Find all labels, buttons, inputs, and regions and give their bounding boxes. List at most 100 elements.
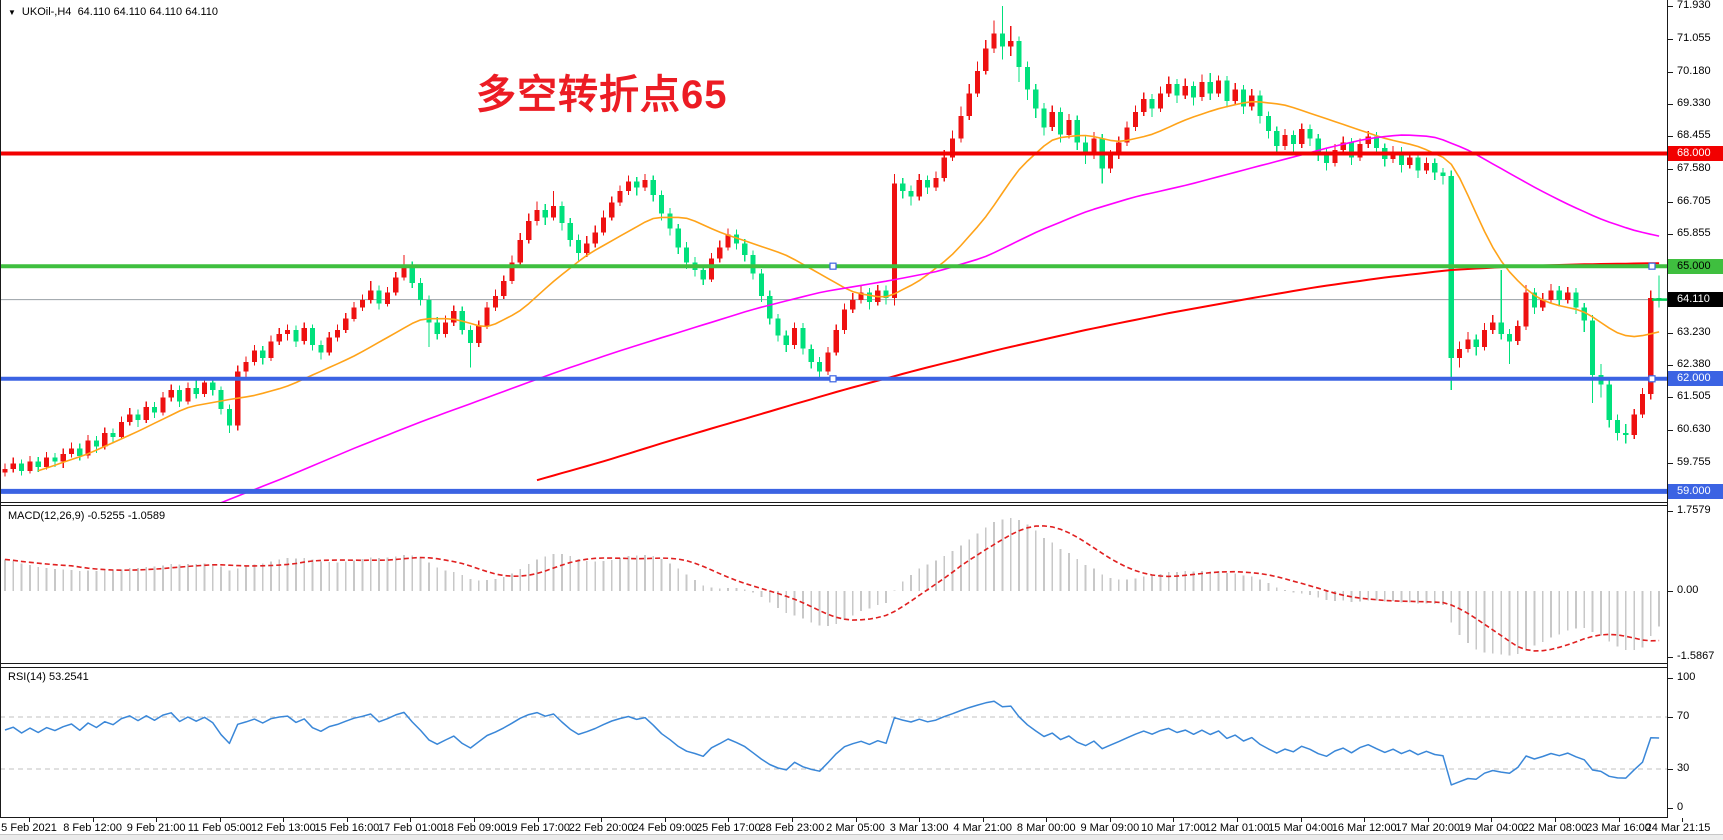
- rsi-axis-label: 30: [1677, 762, 1690, 774]
- time-axis-label: 2 Mar 05:00: [826, 822, 885, 834]
- time-axis-tick: [474, 818, 476, 822]
- axis-tick: [1667, 769, 1673, 770]
- axis-tick: [1667, 717, 1673, 718]
- macd-panel[interactable]: [0, 506, 1667, 663]
- macd-axis-label: 1.7579: [1677, 504, 1711, 516]
- axis-tick: [1667, 6, 1673, 7]
- time-axis-tick: [728, 818, 730, 822]
- time-axis-label: 24 Mar 21:15: [1645, 822, 1711, 834]
- time-axis-label: 23 Mar 16:00: [1586, 822, 1651, 834]
- time-axis-label: 17 Mar 20:00: [1395, 822, 1461, 834]
- time-axis-tick: [1682, 818, 1684, 822]
- axis-tick: [1667, 678, 1673, 679]
- chart-bottom-border: [0, 817, 1667, 818]
- axis-tick: [1667, 591, 1673, 592]
- time-axis-tick: [1237, 818, 1239, 822]
- axis-tick: [1667, 71, 1673, 73]
- time-axis-tick: [29, 818, 30, 822]
- price-tick-label: 66.705: [1677, 195, 1711, 208]
- price-tick-label: 61.505: [1677, 390, 1711, 403]
- time-axis-label: 9 Feb 21:00: [126, 822, 186, 834]
- time-axis-tick: [1427, 818, 1429, 822]
- chart-text-annotation[interactable]: 多空转折点65: [476, 73, 728, 117]
- axis-tick: [1667, 103, 1673, 105]
- time-axis-tick: [791, 818, 793, 822]
- time-axis-tick: [1364, 818, 1366, 822]
- time-axis-label: 15 Feb 16:00: [314, 822, 380, 834]
- price-tick-label: 62.380: [1677, 357, 1711, 370]
- panel-separator[interactable]: [0, 667, 1667, 668]
- panel-separator[interactable]: [0, 502, 1667, 503]
- axis-tick: [1667, 38, 1673, 40]
- time-axis-tick: [664, 818, 666, 822]
- hline-price-label: 59.000: [1668, 483, 1723, 499]
- price-tick-label: 59.755: [1677, 456, 1711, 469]
- macd-indicator-label: MACD(12,26,9) -0.5255 -1.0589: [8, 510, 166, 522]
- time-axis-tick: [219, 818, 221, 822]
- time-axis-tick: [1491, 818, 1493, 822]
- time-axis[interactable]: 5 Feb 2021 8 Feb 12:00 9 Feb 21:00 11 Feb 0…: [0, 818, 1723, 834]
- time-axis-tick: [537, 818, 539, 822]
- time-axis-label: 8 Feb 12:00: [63, 822, 122, 834]
- time-axis-label: 24 Feb 09:00: [632, 822, 698, 834]
- price-tick-label: 70.180: [1677, 64, 1711, 77]
- price-tick-label: 71.055: [1677, 31, 1711, 44]
- panel-separator[interactable]: [0, 663, 1667, 664]
- time-axis-tick: [410, 818, 412, 822]
- rsi-axis-label: 100: [1677, 671, 1696, 683]
- time-axis-label: 9 Mar 09:00: [1080, 822, 1140, 834]
- main-price-chart[interactable]: [0, 0, 1667, 502]
- time-axis-label: 5 Feb 2021: [1, 822, 57, 834]
- price-tick-label: 60.630: [1677, 423, 1711, 436]
- price-tick-label: 67.580: [1677, 162, 1711, 175]
- symbol-dropdown-icon[interactable]: ▼: [8, 8, 16, 17]
- symbol-name: UKOil-,H4: [21, 6, 72, 18]
- axis-tick: [1667, 463, 1673, 465]
- macd-axis-label: -1.5867: [1677, 650, 1715, 662]
- time-axis-label: 25 Feb 17:00: [695, 822, 761, 834]
- time-axis-tick: [601, 818, 603, 822]
- axis-tick: [1667, 202, 1673, 204]
- time-axis-tick: [346, 818, 348, 822]
- panel-separator[interactable]: [0, 505, 1667, 506]
- hline-price-label: 68.000: [1668, 146, 1723, 162]
- hline-price-label: 65.000: [1668, 258, 1723, 274]
- rsi-panel[interactable]: [0, 668, 1667, 817]
- axis-tick: [1667, 430, 1673, 432]
- time-axis-tick: [982, 818, 984, 822]
- time-axis-label: 17 Feb 01:00: [378, 822, 443, 834]
- price-tick-label: 71.930: [1677, 0, 1711, 11]
- time-axis-label: 3 Mar 13:00: [889, 822, 949, 834]
- time-axis-label: 19 Mar 04:00: [1458, 822, 1524, 834]
- time-axis-label: 4 Mar 21:00: [953, 822, 1013, 834]
- time-axis-label: 12 Feb 13:00: [250, 822, 316, 834]
- axis-tick: [1667, 657, 1673, 658]
- time-axis-label: 11 Feb 05:00: [187, 822, 252, 834]
- axis-tick: [1667, 808, 1673, 809]
- time-axis-tick: [855, 818, 857, 822]
- time-axis-label: 12 Mar 01:00: [1204, 822, 1270, 834]
- time-axis-tick: [1618, 818, 1620, 822]
- symbol-ohlc-label[interactable]: ▼ UKOil-,H4 64.110 64.110 64.110 64.110: [8, 6, 218, 18]
- time-axis-label: 16 Mar 12:00: [1331, 822, 1397, 834]
- axis-tick: [1667, 136, 1673, 138]
- price-tick-label: 63.230: [1677, 325, 1711, 338]
- current-price-label: 64.110: [1668, 292, 1723, 308]
- time-axis-tick: [156, 818, 158, 822]
- time-axis-tick: [283, 818, 285, 822]
- time-axis-tick: [1554, 818, 1556, 822]
- time-axis-tick: [1046, 818, 1048, 822]
- axis-tick: [1667, 397, 1673, 399]
- time-axis-label: 22 Feb 20:00: [568, 822, 634, 834]
- time-axis-label: 28 Feb 23:00: [759, 822, 825, 834]
- time-axis-label: 15 Mar 04:00: [1268, 822, 1334, 834]
- rsi-axis-label: 70: [1677, 710, 1690, 722]
- time-axis-tick: [919, 818, 921, 822]
- price-axis[interactable]: 71.930 71.055 70.180 69.330 68.455 67.580 66.7…: [1667, 0, 1723, 818]
- axis-tick: [1667, 332, 1673, 334]
- ohlc-values: 64.110 64.110 64.110 64.110: [77, 6, 219, 18]
- time-axis-label: 10 Mar 17:00: [1141, 822, 1206, 834]
- hline-price-label: 62.000: [1668, 371, 1723, 387]
- price-tick-label: 68.455: [1677, 129, 1711, 142]
